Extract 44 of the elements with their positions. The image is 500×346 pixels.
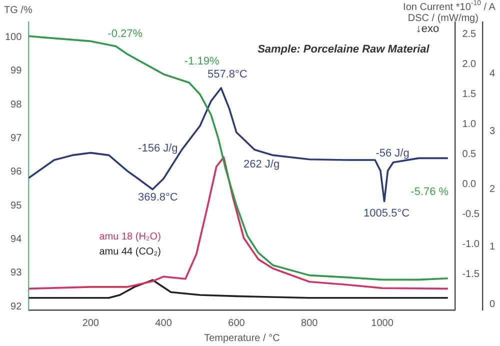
x-tick-label: 800	[301, 318, 318, 329]
y2-tick-label: -1.5	[462, 268, 480, 280]
y2-tick-label: 2.5	[462, 28, 477, 40]
annotation: -0.27%	[108, 28, 143, 40]
y-tick-label: 99	[10, 66, 22, 77]
y-tick-label: 95	[10, 200, 22, 212]
y3-tick-label: 3	[489, 126, 496, 138]
text: amu 44 (CO₂)	[99, 246, 161, 258]
annotation: Sample: Porcelaine Raw Material	[258, 43, 430, 56]
x-tick-label: 200	[82, 318, 100, 329]
y-tick-label: 94	[10, 234, 22, 246]
y2-tick-label: 0.0	[462, 178, 477, 190]
annotation: 557.8°C	[208, 68, 248, 80]
x-axis-title: Temperature / °C	[204, 332, 280, 344]
annotation: 262 J/g	[244, 158, 280, 171]
annotation: 369.8°C	[138, 192, 178, 204]
y-tick-label: 96	[10, 166, 22, 178]
y2-tick-label: 0.5	[462, 148, 477, 160]
text: amu 18 (H₂O)	[99, 231, 161, 242]
y-tick-label: 100	[4, 32, 22, 43]
x-tick-label: 1000	[371, 318, 394, 329]
y-tick-label: 98	[10, 99, 22, 110]
y3-tick-label: 4	[489, 68, 496, 80]
y-tick-label: 92	[10, 301, 22, 312]
annotation: ↓exo	[416, 23, 440, 36]
y2-axis-title: DSC / (mW/mg)	[408, 12, 478, 24]
x-tick-label: 600	[228, 318, 246, 329]
y3-tick-label: 0	[489, 298, 496, 310]
annotation: -56 J/g	[376, 147, 410, 160]
y2-tick-label: 2.0	[462, 58, 477, 70]
annotation: -5.76 %	[410, 186, 449, 198]
y2-tick-label: 1.0	[462, 118, 477, 130]
annotation: 1005.5°C	[364, 208, 410, 220]
y2-tick-label: -1.0	[462, 238, 480, 250]
y2-tick-label: -0.5	[462, 208, 480, 220]
y-tick-label: 93	[10, 268, 22, 279]
x-tick-label: 400	[155, 318, 172, 329]
y-tick-label: 97	[10, 132, 22, 144]
y3-tick-label: 2	[489, 184, 496, 195]
annotation: -156 J/g	[138, 142, 178, 154]
y3-tick-label: 1	[489, 241, 496, 252]
annotation: -1.19%	[184, 55, 220, 68]
y2-tick-label: 1.5	[462, 88, 477, 100]
y-axis-title: TG /%	[4, 4, 32, 16]
